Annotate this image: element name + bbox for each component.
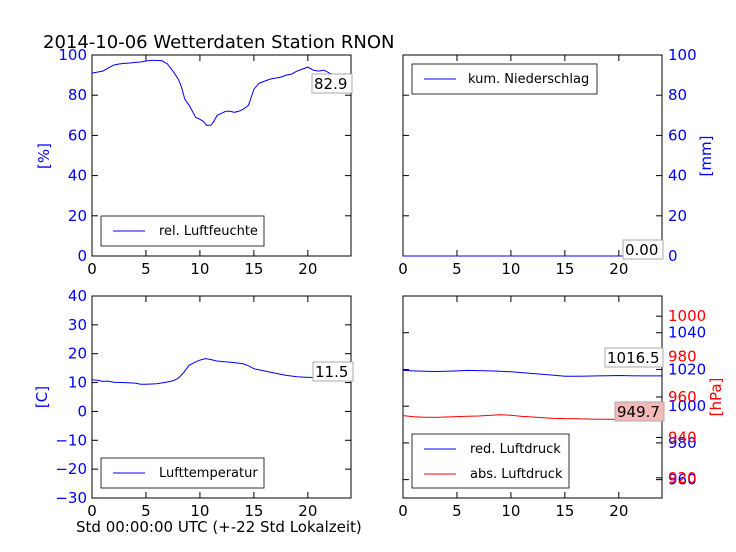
y-tick-label: 40 (68, 287, 87, 305)
x-tick-label: 20 (609, 260, 628, 278)
x-tick-label: 10 (190, 502, 209, 520)
series-line-temperature-0 (91, 358, 352, 385)
series-line-pressure-0 (402, 369, 662, 377)
y-tick-label: 80 (668, 86, 687, 104)
legend-box (100, 215, 265, 247)
pressure-red-readout-box (604, 347, 664, 368)
y-tick-label: 980 (668, 434, 697, 452)
x-axis-label: Std 00:00:00 UTC (+-22 Std Lokalzeit) (76, 518, 362, 536)
humidity-readout: 82.9 (314, 75, 347, 93)
precip-readout: 0.00 (625, 241, 658, 259)
legend-label: red. Luftdruck (470, 442, 561, 457)
legend-box (411, 433, 570, 489)
x-tick-label: 0 (87, 260, 97, 278)
x-tick-label: 0 (87, 502, 97, 520)
x-tick-label: 20 (298, 502, 317, 520)
y-tick-label: 60 (68, 126, 87, 144)
y-tick-label: 1020 (668, 360, 706, 378)
chart-title: 2014-10-06 Wetterdaten Station RNON (43, 32, 394, 53)
x-tick-label: 5 (141, 260, 151, 278)
x-tick-label: 0 (398, 260, 408, 278)
y-tick-label: −20 (55, 460, 87, 478)
temperature-readout: 11.5 (315, 363, 348, 381)
y-tick-label: 30 (68, 316, 87, 334)
y-tick-label: 1000 (668, 397, 706, 415)
humidity-readout-box (311, 73, 353, 94)
y-tick-label: 100 (58, 46, 87, 64)
x-tick-label: 0 (398, 502, 408, 520)
x-tick-label: 20 (609, 502, 628, 520)
x-tick-label: 5 (141, 502, 151, 520)
series-line-humidity-0 (91, 59, 352, 126)
y-tick-label: 10 (68, 374, 87, 392)
y-tick-label: 60 (668, 126, 687, 144)
y-tick-label: 20 (668, 207, 687, 225)
y-axis-label: [C] (33, 386, 51, 408)
y-tick-label: 0 (668, 247, 678, 265)
y-axis-label: [hPa] (707, 378, 725, 417)
y2-tick-label: 960 (668, 388, 697, 406)
pressure-abs-readout: 949.7 (617, 403, 660, 421)
y2-tick-label: 1000 (668, 307, 706, 325)
temperature-readout-box (312, 361, 354, 382)
y2-tick-label: 920 (668, 469, 697, 487)
x-tick-label: 5 (452, 260, 462, 278)
x-tick-label: 10 (190, 260, 209, 278)
y2-tick-label: 980 (668, 348, 697, 366)
y-tick-label: 20 (68, 207, 87, 225)
x-tick-label: 10 (501, 502, 520, 520)
y2-tick-label: 940 (668, 428, 697, 446)
y-tick-label: 960 (668, 471, 697, 489)
y-tick-label: 0 (77, 247, 87, 265)
y-tick-label: 1040 (668, 324, 706, 342)
x-tick-label: 15 (555, 502, 574, 520)
legend-label: rel. Luftfeuchte (159, 224, 258, 239)
y-tick-label: 40 (68, 167, 87, 185)
legend-label: kum. Niederschlag (468, 72, 589, 87)
pressure-red-readout: 1016.5 (607, 349, 660, 367)
x-tick-label: 15 (244, 502, 263, 520)
legend-label: Lufttemperatur (159, 466, 258, 481)
y-tick-label: −10 (55, 431, 87, 449)
y-axis-label: [mm] (697, 136, 715, 177)
y-tick-label: 40 (668, 167, 687, 185)
x-tick-label: 15 (555, 260, 574, 278)
y-tick-label: 20 (68, 345, 87, 363)
precip-readout-box (622, 239, 664, 260)
y-tick-label: 100 (668, 46, 697, 64)
y-tick-label: −30 (55, 489, 87, 507)
y-axis-label: [%] (35, 143, 53, 169)
pressure-abs-readout-box (614, 401, 665, 422)
x-tick-label: 10 (501, 260, 520, 278)
x-tick-label: 5 (452, 502, 462, 520)
x-tick-label: 15 (244, 260, 263, 278)
y-tick-label: 0 (77, 402, 87, 420)
y-tick-label: 80 (68, 86, 87, 104)
x-tick-label: 20 (298, 260, 317, 278)
legend-label: abs. Luftdruck (470, 467, 563, 482)
